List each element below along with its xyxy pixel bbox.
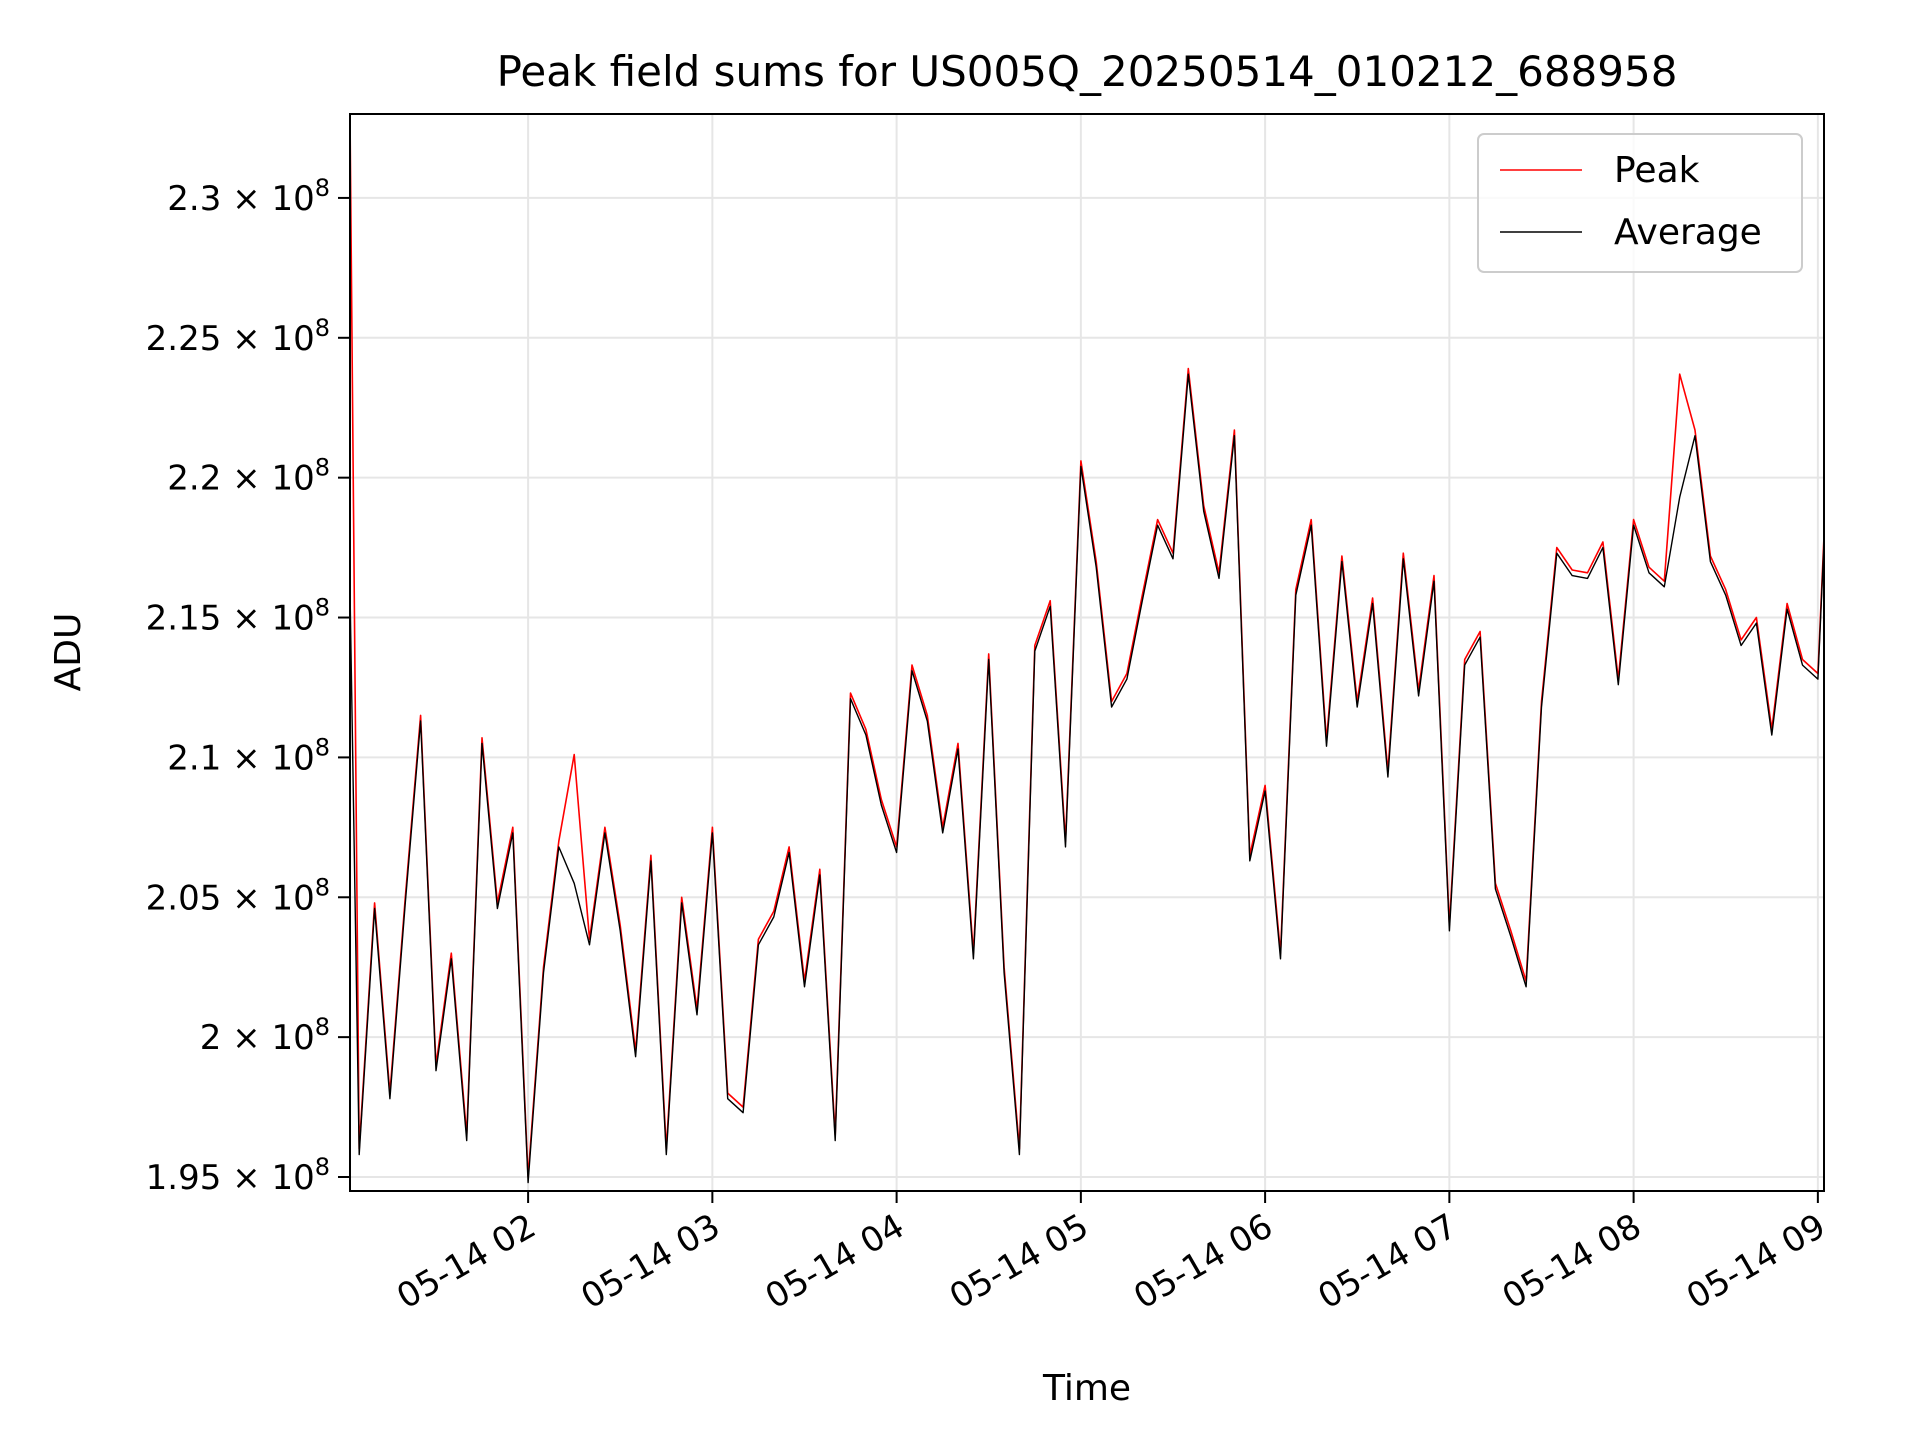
y-tick-label: 2.05 × 108 [146,873,330,918]
y-tick-label: 2.15 × 108 [146,594,330,639]
y-tick-times: × 10 [221,738,314,778]
legend-box [1477,133,1803,273]
y-tick-times: × 10 [221,1158,314,1198]
legend: Peak Average [1477,133,1803,273]
y-tick-exponent: 8 [315,454,330,482]
y-tick-exponent: 8 [315,314,330,342]
chart-title: Peak field sums for US005Q_20250514_0102… [497,47,1678,96]
plot-lines [350,114,1824,1184]
series-line-average [350,373,1824,1184]
y-tick-label: 2 × 108 [200,1013,330,1058]
x-axis-label: Time [1042,1368,1131,1409]
series-line-peak [350,114,1824,1178]
y-tick-label: 2.1 × 108 [167,733,330,778]
legend-label-average: Average [1614,212,1762,253]
y-tick-mantissa: 2.1 [167,738,221,778]
y-tick-mantissa: 2 [200,1018,222,1058]
y-tick-mantissa: 1.95 [146,1158,222,1198]
y-tick-mantissa: 2.25 [146,319,222,359]
plot-frame [349,113,1825,1192]
y-tick-mantissa: 2.05 [146,878,222,918]
y-tick-mantissa: 2.3 [167,179,221,219]
y-tick-times: × 10 [221,878,314,918]
y-tick-times: × 10 [221,179,314,219]
y-tick-times: × 10 [221,319,314,359]
y-tick-times: × 10 [221,599,314,639]
y-tick-exponent: 8 [315,1153,330,1181]
grid [350,114,1824,1191]
y-tick-exponent: 8 [315,1013,330,1041]
y-axis-label: ADU [48,613,89,692]
y-tick-times: × 10 [221,1018,314,1058]
y-tick-exponent: 8 [315,174,330,202]
y-tick-label: 2.3 × 108 [167,174,330,219]
y-tick-exponent: 8 [315,733,330,761]
legend-label-peak: Peak [1614,150,1700,191]
y-tick-label: 2.25 × 108 [146,314,330,359]
y-tick-label: 1.95 × 108 [146,1153,330,1198]
y-tick-mantissa: 2.15 [146,599,222,639]
y-tick-times: × 10 [221,459,314,499]
y-tick-exponent: 8 [315,873,330,901]
y-tick-exponent: 8 [315,594,330,622]
y-tick-label: 2.2 × 108 [167,454,330,499]
y-tick-mantissa: 2.2 [167,459,221,499]
